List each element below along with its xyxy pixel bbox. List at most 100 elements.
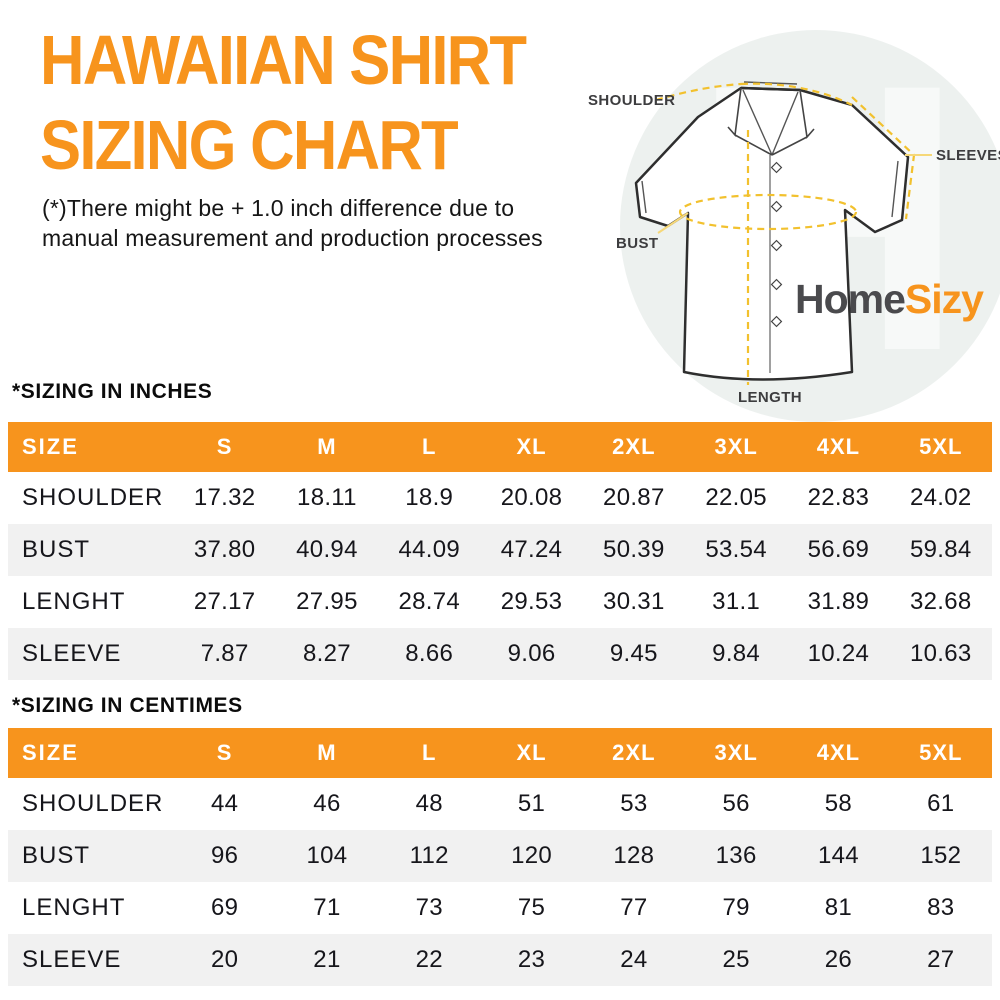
col-header-4xl: 4XL xyxy=(816,740,861,765)
lapel-inner-v xyxy=(742,89,799,156)
cell-value: 104 xyxy=(306,842,348,869)
bust-dash-ellipse xyxy=(678,193,858,231)
cell-value: 69 xyxy=(211,894,239,921)
collar-band-line xyxy=(740,86,801,92)
cell-value: 18.9 xyxy=(405,484,454,511)
cell-value: 30.31 xyxy=(603,588,665,615)
cell-value: 51 xyxy=(517,790,546,817)
row-label: LENGHT xyxy=(22,894,126,921)
row-label: SLEEVE xyxy=(22,640,122,667)
cell-value: 50.39 xyxy=(603,536,665,563)
table-row-lenght: LENGHT 69 71 73 75 77 79 81 83 xyxy=(8,882,992,934)
cell-value: 22.05 xyxy=(705,484,767,511)
sizing-table-inches: SIZE S M L XL 2XL 3XL 4XL 5XL SHOULDER 1… xyxy=(8,422,992,680)
shoulder-diagram-label: SHOULDER xyxy=(588,92,675,109)
cell-value: 10.24 xyxy=(807,640,870,667)
cell-value: 79 xyxy=(722,894,750,921)
brand-logo-primary: Home xyxy=(795,276,906,322)
cell-value: 81 xyxy=(824,894,853,921)
col-header-2xl: 2XL xyxy=(612,434,656,459)
brand-logo: HomeSizy xyxy=(795,276,984,323)
col-header-3xl: 3XL xyxy=(714,434,758,459)
cell-value: 77 xyxy=(620,894,648,921)
brand-logo-accent: Sizy xyxy=(904,276,984,322)
cell-value: 152 xyxy=(920,842,962,869)
section-title-centimes: *SIZING IN CENTIMES xyxy=(12,694,243,717)
table-row-bust: BUST 37.80 40.94 44.09 47.24 50.39 53.54… xyxy=(8,524,992,576)
cell-value: 31.1 xyxy=(712,588,761,615)
cell-value: 21 xyxy=(313,946,341,973)
cell-value: 56 xyxy=(722,790,750,817)
cell-value: 96 xyxy=(211,842,239,869)
sleeves-diagram-label: SLEEVES xyxy=(936,147,1000,164)
cuff-lines xyxy=(641,160,899,218)
table-row-shoulder: SHOULDER 44 46 48 51 53 56 58 61 xyxy=(8,778,992,830)
cell-value: 59.84 xyxy=(910,536,972,563)
col-header-m: M xyxy=(317,740,337,765)
bust-connector xyxy=(657,212,689,234)
cell-value: 128 xyxy=(613,842,655,869)
cell-value: 53 xyxy=(620,790,648,817)
cell-value: 40.94 xyxy=(296,536,358,563)
col-header-4xl: 4XL xyxy=(816,434,861,459)
cell-value: 26 xyxy=(824,946,853,973)
table-header-row: SIZE S M L XL 2XL 3XL 4XL 5XL xyxy=(8,422,992,472)
cell-value: 44 xyxy=(211,790,239,817)
row-label: LENGHT xyxy=(22,588,126,615)
cell-value: 25 xyxy=(722,946,750,973)
cell-value: 44.09 xyxy=(398,536,461,563)
cell-value: 73 xyxy=(415,894,443,921)
col-header-m: M xyxy=(317,434,337,459)
cell-value: 71 xyxy=(313,894,341,921)
col-header-3xl: 3XL xyxy=(714,740,758,765)
lapel-outer-edges xyxy=(727,87,815,156)
cell-value: 75 xyxy=(517,894,546,921)
shirt-diagram: SHOULDER SLEEVES BUST LENGTH xyxy=(588,81,1000,406)
cell-value: 9.84 xyxy=(712,640,761,667)
cell-value: 17.32 xyxy=(193,484,256,511)
col-header-size: SIZE xyxy=(22,434,79,459)
cell-value: 22 xyxy=(415,946,443,973)
cell-value: 120 xyxy=(511,842,553,869)
table-row-bust: BUST 96 104 112 120 128 136 144 152 xyxy=(8,830,992,882)
measurement-note-line1: (*)There might be + 1.0 inch difference … xyxy=(42,195,515,221)
shoulder-dash-right xyxy=(740,82,853,106)
col-header-s: S xyxy=(216,434,233,459)
cell-value: 22.83 xyxy=(807,484,870,511)
table-header-row: SIZE S M L XL 2XL 3XL 4XL 5XL xyxy=(8,728,992,778)
cell-value: 58 xyxy=(824,790,853,817)
col-header-5xl: 5XL xyxy=(919,740,963,765)
cell-value: 9.06 xyxy=(507,640,556,667)
cell-value: 144 xyxy=(817,842,859,869)
table-row-sleeve: SLEEVE 7.87 8.27 8.66 9.06 9.45 9.84 10.… xyxy=(8,628,992,680)
cell-value: 46 xyxy=(313,790,341,817)
cell-value: 112 xyxy=(409,842,449,869)
table-row-lenght: LENGHT 27.17 27.95 28.74 29.53 30.31 31.… xyxy=(8,576,992,628)
cell-value: 31.89 xyxy=(807,588,870,615)
cell-value: 56.69 xyxy=(807,536,870,563)
cell-value: 10.63 xyxy=(910,640,972,667)
measurement-note: (*)There might be + 1.0 inch difference … xyxy=(42,193,543,253)
cell-value: 20 xyxy=(211,946,239,973)
col-header-2xl: 2XL xyxy=(612,740,656,765)
col-header-size: SIZE xyxy=(22,740,79,765)
cell-value: 27 xyxy=(927,946,955,973)
cell-value: 61 xyxy=(927,790,955,817)
cell-value: 47.24 xyxy=(500,536,563,563)
shoulder-dash-left xyxy=(655,82,742,102)
row-label: SHOULDER xyxy=(22,790,164,817)
button-row xyxy=(770,161,783,328)
page-title-line2: SIZING CHART xyxy=(40,106,459,184)
cell-value: 8.66 xyxy=(405,640,454,667)
cell-value: 7.87 xyxy=(200,640,249,667)
cell-value: 24 xyxy=(620,946,648,973)
cell-value: 32.68 xyxy=(910,588,972,615)
cell-value: 24.02 xyxy=(910,484,972,511)
cell-value: 8.27 xyxy=(302,640,351,667)
col-header-l: L xyxy=(422,740,437,765)
label-connectors xyxy=(657,154,932,234)
col-header-s: S xyxy=(216,740,233,765)
cell-value: 29.53 xyxy=(500,588,563,615)
cell-value: 20.08 xyxy=(500,484,563,511)
